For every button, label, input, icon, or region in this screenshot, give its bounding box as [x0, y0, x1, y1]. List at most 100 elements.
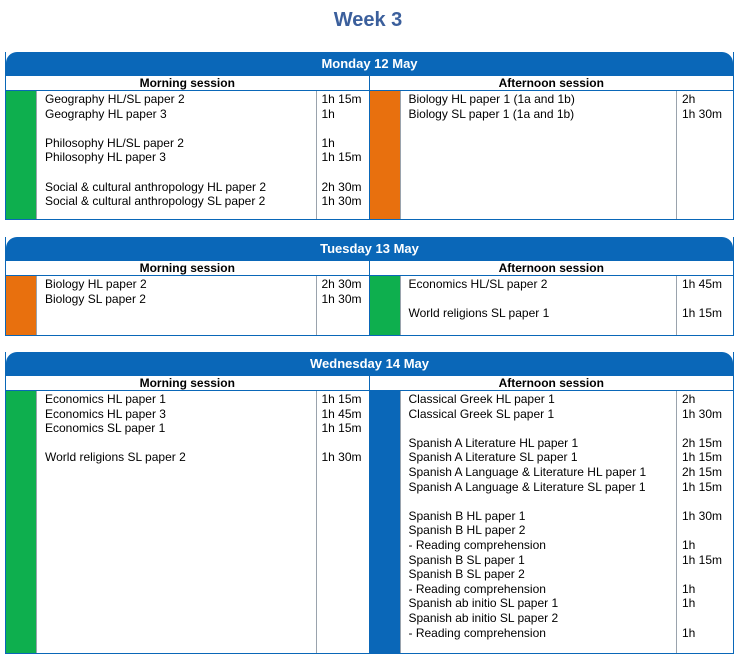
morning-session: Economics HL paper 1 Economics HL paper 3…	[6, 391, 370, 653]
subject-color-block	[369, 276, 400, 335]
exam-duration	[322, 121, 369, 136]
exam-subject: Philosophy HL/SL paper 2	[45, 135, 184, 150]
week-title: Week 3	[333, 9, 403, 31]
exam-duration	[682, 494, 733, 509]
morning-subjects: Geography HL/SL paper 2 Geography HL pape…	[37, 91, 317, 219]
exam-subject	[409, 292, 677, 307]
subject-color-block	[369, 391, 400, 653]
exam-duration: 1h 15m	[321, 92, 362, 106]
day-header: Monday 12 May	[6, 52, 733, 76]
exam-duration: 2h	[682, 92, 696, 106]
exam-duration: 1h 30m	[321, 450, 362, 465]
exam-duration: 1h 15m	[682, 306, 723, 321]
day-header: Wednesday 14 May	[6, 352, 733, 376]
subject-color-block	[6, 391, 36, 653]
subject-color-block	[369, 91, 400, 219]
exam-subject	[45, 436, 316, 451]
exam-duration: 2h 30m	[321, 179, 362, 194]
exam-duration: 1h	[682, 596, 696, 611]
afternoon-session: Economics HL/SL paper 2 World religions S…	[369, 276, 734, 335]
exam-subject: World religions SL paper 2	[45, 450, 186, 465]
afternoon-subjects: Biology HL paper 1 (1a and 1b) Biology SL…	[401, 91, 677, 219]
exam-duration: 2h	[682, 392, 696, 406]
exam-subject	[409, 421, 677, 436]
morning-times: 2h 30m 1h 30m	[317, 276, 369, 335]
day-wednesday: Wednesday 14 May Morning session Afterno…	[5, 352, 734, 654]
morning-session-label: Morning session	[6, 76, 370, 90]
day-monday: Monday 12 May Morning session Afternoon …	[5, 52, 734, 220]
exam-subject: Spanish A Literature HL paper 1	[408, 435, 579, 450]
exam-subject: Geography HL paper 3	[45, 106, 167, 121]
exam-duration	[322, 165, 369, 180]
exam-subject: Geography HL/SL paper 2	[45, 92, 185, 106]
exam-duration: 1h 15m	[321, 150, 362, 165]
exam-subject: - Reading comprehension	[408, 581, 546, 596]
exam-duration: 1h	[321, 135, 335, 150]
exam-duration	[682, 421, 733, 436]
morning-subjects: Economics HL paper 1 Economics HL paper 3…	[37, 391, 317, 653]
exam-duration	[682, 567, 733, 582]
exam-duration: 1h 15m	[321, 421, 362, 436]
exam-subject: Biology HL paper 2	[45, 277, 147, 291]
afternoon-times: 1h 45m 1h 15m	[677, 276, 733, 335]
exam-subject: Classical Greek HL paper 1	[408, 392, 555, 406]
afternoon-session: Classical Greek HL paper 1 Classical Gree…	[369, 391, 734, 653]
exam-duration	[682, 611, 733, 626]
exam-subject: - Reading comprehension	[408, 625, 546, 640]
exam-subject	[45, 121, 316, 136]
exam-duration: 2h 15m	[682, 435, 723, 450]
exam-subject: Social & cultural anthropology HL paper …	[45, 179, 267, 194]
exam-subject	[409, 494, 677, 509]
morning-session: Biology HL paper 2 Biology SL paper 2 2h …	[6, 276, 370, 335]
exam-subject: - Reading comprehension	[408, 537, 546, 552]
afternoon-session-label: Afternoon session	[498, 76, 604, 90]
exam-duration: 2h 30m	[321, 277, 362, 291]
exam-subject: Spanish A Literature SL paper 1	[408, 450, 578, 465]
exam-duration: 1h	[682, 537, 696, 552]
subject-color-block	[6, 91, 36, 219]
exam-subject: Biology HL paper 1 (1a and 1b)	[408, 92, 575, 106]
exam-duration: 1h	[321, 106, 335, 121]
exam-subject: Social & cultural anthropology SL paper …	[45, 194, 266, 209]
exam-duration: 1h	[682, 625, 696, 640]
exam-duration	[322, 436, 369, 451]
exam-subject: Biology SL paper 2	[45, 291, 146, 306]
morning-subjects: Biology HL paper 2 Biology SL paper 2	[37, 276, 317, 335]
morning-times: 1h 15m 1h 1h 1h 15m 2h 30m 1h 30m	[317, 91, 369, 219]
exam-duration: 1h 30m	[682, 508, 723, 523]
exam-duration	[682, 523, 733, 538]
exam-subject: Spanish B HL paper 1	[408, 508, 526, 523]
exam-subject: Classical Greek SL paper 1	[408, 406, 555, 421]
exam-subject: World religions SL paper 1	[408, 306, 550, 321]
morning-session-label: Morning session	[6, 261, 370, 275]
exam-subject	[45, 165, 316, 180]
exam-duration: 2h 15m	[682, 464, 723, 479]
exam-subject: Spanish A Language & Literature HL paper…	[408, 464, 647, 479]
exam-subject: Economics HL paper 3	[45, 406, 166, 421]
exam-subject: Spanish A Language & Literature SL paper…	[408, 479, 646, 494]
exam-duration: 1h 15m	[321, 392, 362, 406]
afternoon-session: Biology HL paper 1 (1a and 1b) Biology SL…	[369, 91, 734, 219]
exam-duration: 1h 30m	[682, 106, 723, 121]
afternoon-session-label: Afternoon session	[498, 261, 604, 275]
exam-duration: 1h 30m	[682, 406, 723, 421]
subject-color-block	[6, 276, 36, 335]
exam-subject: Spanish B HL paper 2	[408, 523, 526, 538]
exam-subject: Economics SL paper 1	[45, 421, 166, 436]
afternoon-times: 2h 1h 30m	[677, 91, 733, 219]
exam-duration: 1h	[682, 581, 696, 596]
afternoon-subjects: Classical Greek HL paper 1 Classical Gree…	[401, 391, 677, 653]
exam-subject: Spanish ab initio SL paper 1	[408, 596, 559, 611]
exam-subject: Spanish ab initio SL paper 2	[408, 610, 559, 625]
afternoon-session-label: Afternoon session	[498, 376, 604, 390]
exam-duration: 1h 30m	[321, 291, 362, 306]
exam-subject: Economics HL/SL paper 2	[408, 277, 548, 291]
exam-duration: 1h 15m	[682, 450, 723, 465]
day-tuesday: Tuesday 13 May Morning session Afternoon…	[5, 237, 734, 336]
exam-subject: Spanish B SL paper 1	[408, 552, 525, 567]
exam-duration: 1h 30m	[321, 194, 362, 209]
day-header: Tuesday 13 May	[6, 237, 733, 261]
exam-duration: 1h 45m	[321, 406, 362, 421]
exam-duration	[682, 292, 733, 307]
exam-duration: 1h 15m	[682, 552, 723, 567]
